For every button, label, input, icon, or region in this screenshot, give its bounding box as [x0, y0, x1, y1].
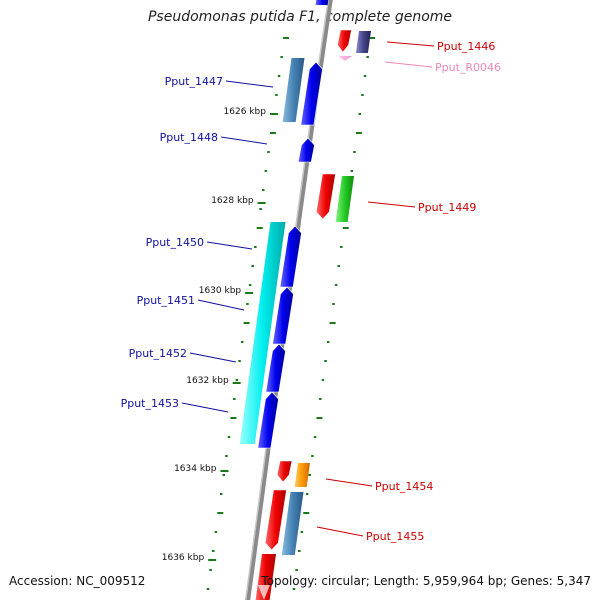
label-leader-line	[225, 80, 274, 88]
label-leader-line	[384, 61, 433, 68]
kbp-label: 1630 kbp	[199, 286, 242, 296]
label-leader-line	[197, 299, 245, 311]
kbp-label: 1632 kbp	[186, 376, 229, 386]
kbp-label: 1628 kbp	[211, 196, 254, 206]
label-leader-line	[367, 201, 416, 208]
label-leader-line	[206, 241, 253, 250]
label-leader-line	[316, 526, 364, 537]
gene-features	[239, 0, 371, 600]
kbp-label: 1626 kbp	[224, 107, 267, 117]
gene-label-pput-1454: Pput_1454	[375, 480, 433, 493]
gene-label-pput-r0046: Pput_R0046	[435, 61, 501, 74]
label-leader-line	[189, 352, 237, 363]
label-leader-line	[386, 41, 435, 47]
gene-feature-pput-1454	[276, 460, 293, 483]
gene-feature-pput-1447	[282, 58, 305, 122]
gene-label-pput-1446: Pput_1446	[437, 40, 495, 53]
gene-label-pput-1449: Pput_1449	[418, 201, 476, 214]
label-leader-line	[181, 402, 229, 413]
gene-feature-pput-1451	[279, 225, 302, 288]
gene-labels: Pput_1446 Pput_R0046 Pput_1447 Pput_1448 Ppu…	[121, 40, 501, 543]
gene-feature-pput-1453	[257, 391, 279, 449]
gene-feature-pput-1450	[239, 222, 286, 444]
gene-label-pput-1450: Pput_1450	[146, 236, 204, 249]
map-title: Pseudomonas putida F1, complete genome	[147, 9, 453, 25]
gene-feature	[315, 0, 329, 5]
gene-label-pput-1455: Pput_1455	[366, 530, 424, 543]
kbp-labels: 1626 kbp 1628 kbp 1630 kbp 1632 kbp 1634 kbp…	[162, 107, 278, 563]
gene-label-pput-1452: Pput_1452	[129, 347, 187, 360]
gene-label-pput-1447: Pput_1447	[165, 75, 223, 88]
gene-feature	[258, 585, 270, 600]
gene-feature	[265, 343, 286, 393]
gene-feature-pput-1448	[297, 137, 315, 163]
accession-text: Accession: NC_009512	[9, 574, 146, 588]
gene-feature-pput-1449	[315, 173, 336, 220]
gene-label-pput-1453: Pput_1453	[121, 397, 179, 410]
genome-summary: Topology: circular; Length: 5,959,964 bp…	[261, 574, 591, 588]
kbp-label: 1634 kbp	[174, 464, 217, 474]
gene-feature	[294, 463, 310, 487]
gene-feature	[300, 61, 323, 126]
label-leader-line	[325, 478, 373, 487]
gene-label-pput-1451: Pput_1451	[137, 294, 195, 307]
gene-feature-pput-1455	[264, 489, 287, 551]
gene-feature	[355, 31, 371, 53]
gene-label-lines	[181, 41, 435, 537]
tick-marks	[206, 37, 376, 590]
label-leader-line	[220, 136, 268, 145]
kbp-label: 1636 kbp	[162, 553, 205, 563]
gene-feature-pput-r0046	[338, 56, 352, 61]
gene-label-pput-1448: Pput_1448	[160, 131, 218, 144]
gene-feature-pput-1452	[272, 286, 294, 345]
gene-feature	[281, 492, 304, 555]
gene-feature	[335, 176, 354, 222]
gene-feature-pput-1446	[337, 29, 352, 53]
